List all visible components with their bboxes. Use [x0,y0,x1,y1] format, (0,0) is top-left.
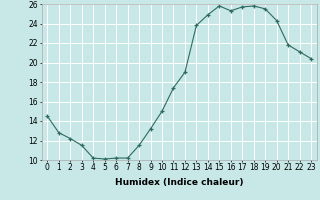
X-axis label: Humidex (Indice chaleur): Humidex (Indice chaleur) [115,178,244,187]
